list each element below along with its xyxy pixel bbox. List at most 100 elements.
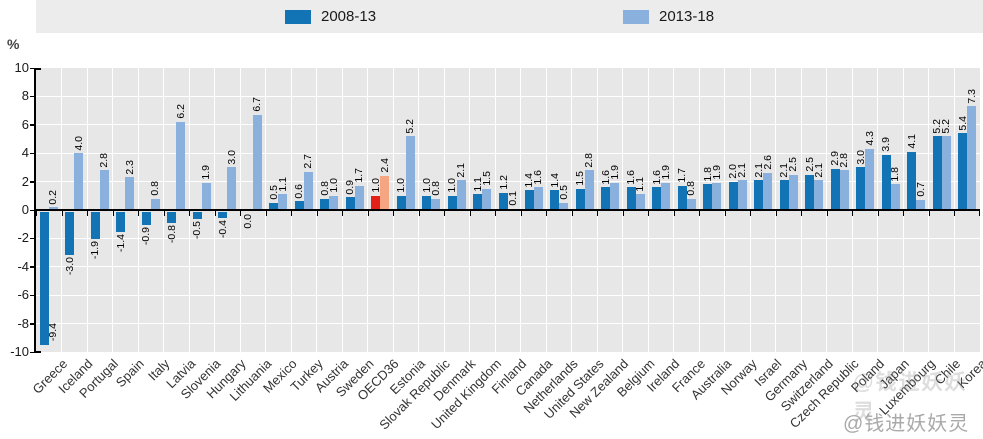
bar-value-label: 0.8 [685, 181, 698, 196]
bar-2008-13 [167, 212, 177, 224]
bar-value-label: -3.0 [63, 256, 76, 275]
bar-2013-18 [763, 173, 773, 210]
bar-value-label: 0.2 [47, 189, 60, 205]
legend-swatch-2013-18 [623, 9, 649, 24]
bar-value-label: 4.1 [905, 134, 918, 149]
bar-2008-13 [345, 197, 355, 210]
y-axis-tick [30, 323, 34, 325]
y-axis-tick-label: 8 [21, 88, 29, 104]
x-axis-tick [138, 211, 140, 216]
bar-2013-18 [201, 183, 211, 210]
gridline-horizontal [36, 95, 980, 97]
bar-2013-18 [635, 194, 645, 210]
x-axis-tick [979, 211, 980, 216]
bar-value-label: -0.5 [191, 221, 204, 240]
bar-2008-13 [652, 187, 662, 210]
bar-2008-13 [550, 190, 560, 210]
bar-2013-18 [431, 198, 441, 210]
gridline-horizontal [36, 124, 980, 126]
bar-2008-13 [396, 195, 406, 210]
gridline-horizontal [36, 323, 980, 325]
y-axis-tick-label: -6 [17, 287, 29, 303]
x-axis-tick [469, 211, 471, 216]
x-axis-tick [189, 211, 191, 216]
x-axis-tick [648, 211, 650, 216]
bar-value-label: 1.6 [532, 169, 544, 185]
bar-2013-18 [176, 121, 186, 210]
y-axis-tick [30, 67, 34, 69]
x-axis-tick [36, 211, 37, 216]
bar-value-label: 0.1 [506, 190, 519, 206]
bar-2008-13 [90, 212, 100, 239]
bar-2013-18 [559, 202, 569, 210]
bar-2008-13 [116, 212, 126, 232]
bar-value-label: 2.8 [838, 152, 851, 168]
bar-2013-18 [737, 180, 747, 210]
y-axis-tick-label: -4 [17, 258, 29, 274]
x-axis-tick [852, 211, 854, 216]
bar-value-label: 6.7 [251, 97, 264, 112]
bar-2008-13 [805, 174, 815, 210]
bar-2008-13 [677, 185, 687, 210]
watermark-faint: @钱进妖妖灵 [853, 371, 968, 424]
x-axis-tick [367, 211, 369, 216]
bar-value-label: -9.4 [47, 323, 60, 342]
legend-entry-2008-13: 2008-13 [285, 8, 376, 25]
bar-2013-18 [380, 175, 390, 210]
bar-value-label: 2.4 [378, 158, 391, 173]
bar-value-label: 2.3 [123, 159, 136, 175]
bar-value-label: 2.5 [787, 156, 800, 172]
bar-2008-13 [269, 202, 279, 210]
bar-value-label: 1.8 [889, 166, 902, 182]
x-axis-tick [291, 211, 293, 216]
bar-2013-18 [456, 180, 466, 210]
bar-2013-18 [303, 171, 313, 210]
x-axis-tick [240, 211, 242, 216]
bar-2008-13 [728, 181, 738, 210]
bar-value-label: 0.8 [149, 181, 162, 196]
bar-2008-13 [39, 212, 49, 346]
bar-2013-18 [967, 106, 977, 210]
x-axis-tick [214, 211, 216, 216]
x-axis-tick [163, 211, 165, 216]
bar-2008-13 [218, 212, 228, 218]
bar-2008-13 [371, 195, 381, 210]
gridline-horizontal [36, 237, 980, 239]
y-axis-tick-label: 6 [21, 116, 29, 132]
legend-swatch-2008-13 [285, 9, 311, 24]
bar-2013-18 [712, 183, 722, 210]
bar-value-label: -1.4 [114, 233, 127, 252]
bar-2013-18 [125, 177, 135, 210]
bar-value-label: 2.1 [736, 162, 749, 178]
legend-label-2013-18: 2013-18 [659, 8, 715, 25]
bar-value-label: 4.0 [72, 135, 85, 151]
x-axis-tick [265, 211, 267, 216]
bar-2008-13 [779, 180, 789, 210]
x-axis-tick [520, 211, 522, 216]
bar-2008-13 [626, 187, 636, 210]
y-axis-tick-label: 0 [21, 202, 29, 217]
bar-2008-13 [141, 212, 151, 225]
x-axis-tick [112, 211, 114, 216]
y-axis-tick [30, 209, 34, 211]
y-axis-tick [30, 351, 34, 353]
bar-2008-13 [703, 184, 713, 210]
x-axis-tick [342, 211, 344, 216]
bar-2013-18 [482, 188, 492, 210]
watermark-text: @钱进妖妖灵 [843, 413, 970, 435]
x-axis-tick [622, 211, 624, 216]
y-axis-tick-label: 10 [14, 60, 29, 75]
bar-value-label: 0.8 [429, 181, 442, 196]
bar-value-label: -0.8 [165, 225, 178, 244]
y-axis-tick [30, 152, 34, 155]
bar-2013-18 [329, 195, 339, 210]
bar-2013-18 [941, 136, 951, 210]
x-axis-tick [775, 211, 777, 216]
bar-2013-18 [252, 114, 262, 210]
bar-value-label: 3.9 [880, 137, 893, 152]
bar-2013-18 [610, 183, 620, 210]
y-axis-tick-label: 2 [21, 173, 29, 189]
x-axis-tick [928, 211, 930, 216]
bar-value-label: 1.9 [200, 165, 213, 181]
